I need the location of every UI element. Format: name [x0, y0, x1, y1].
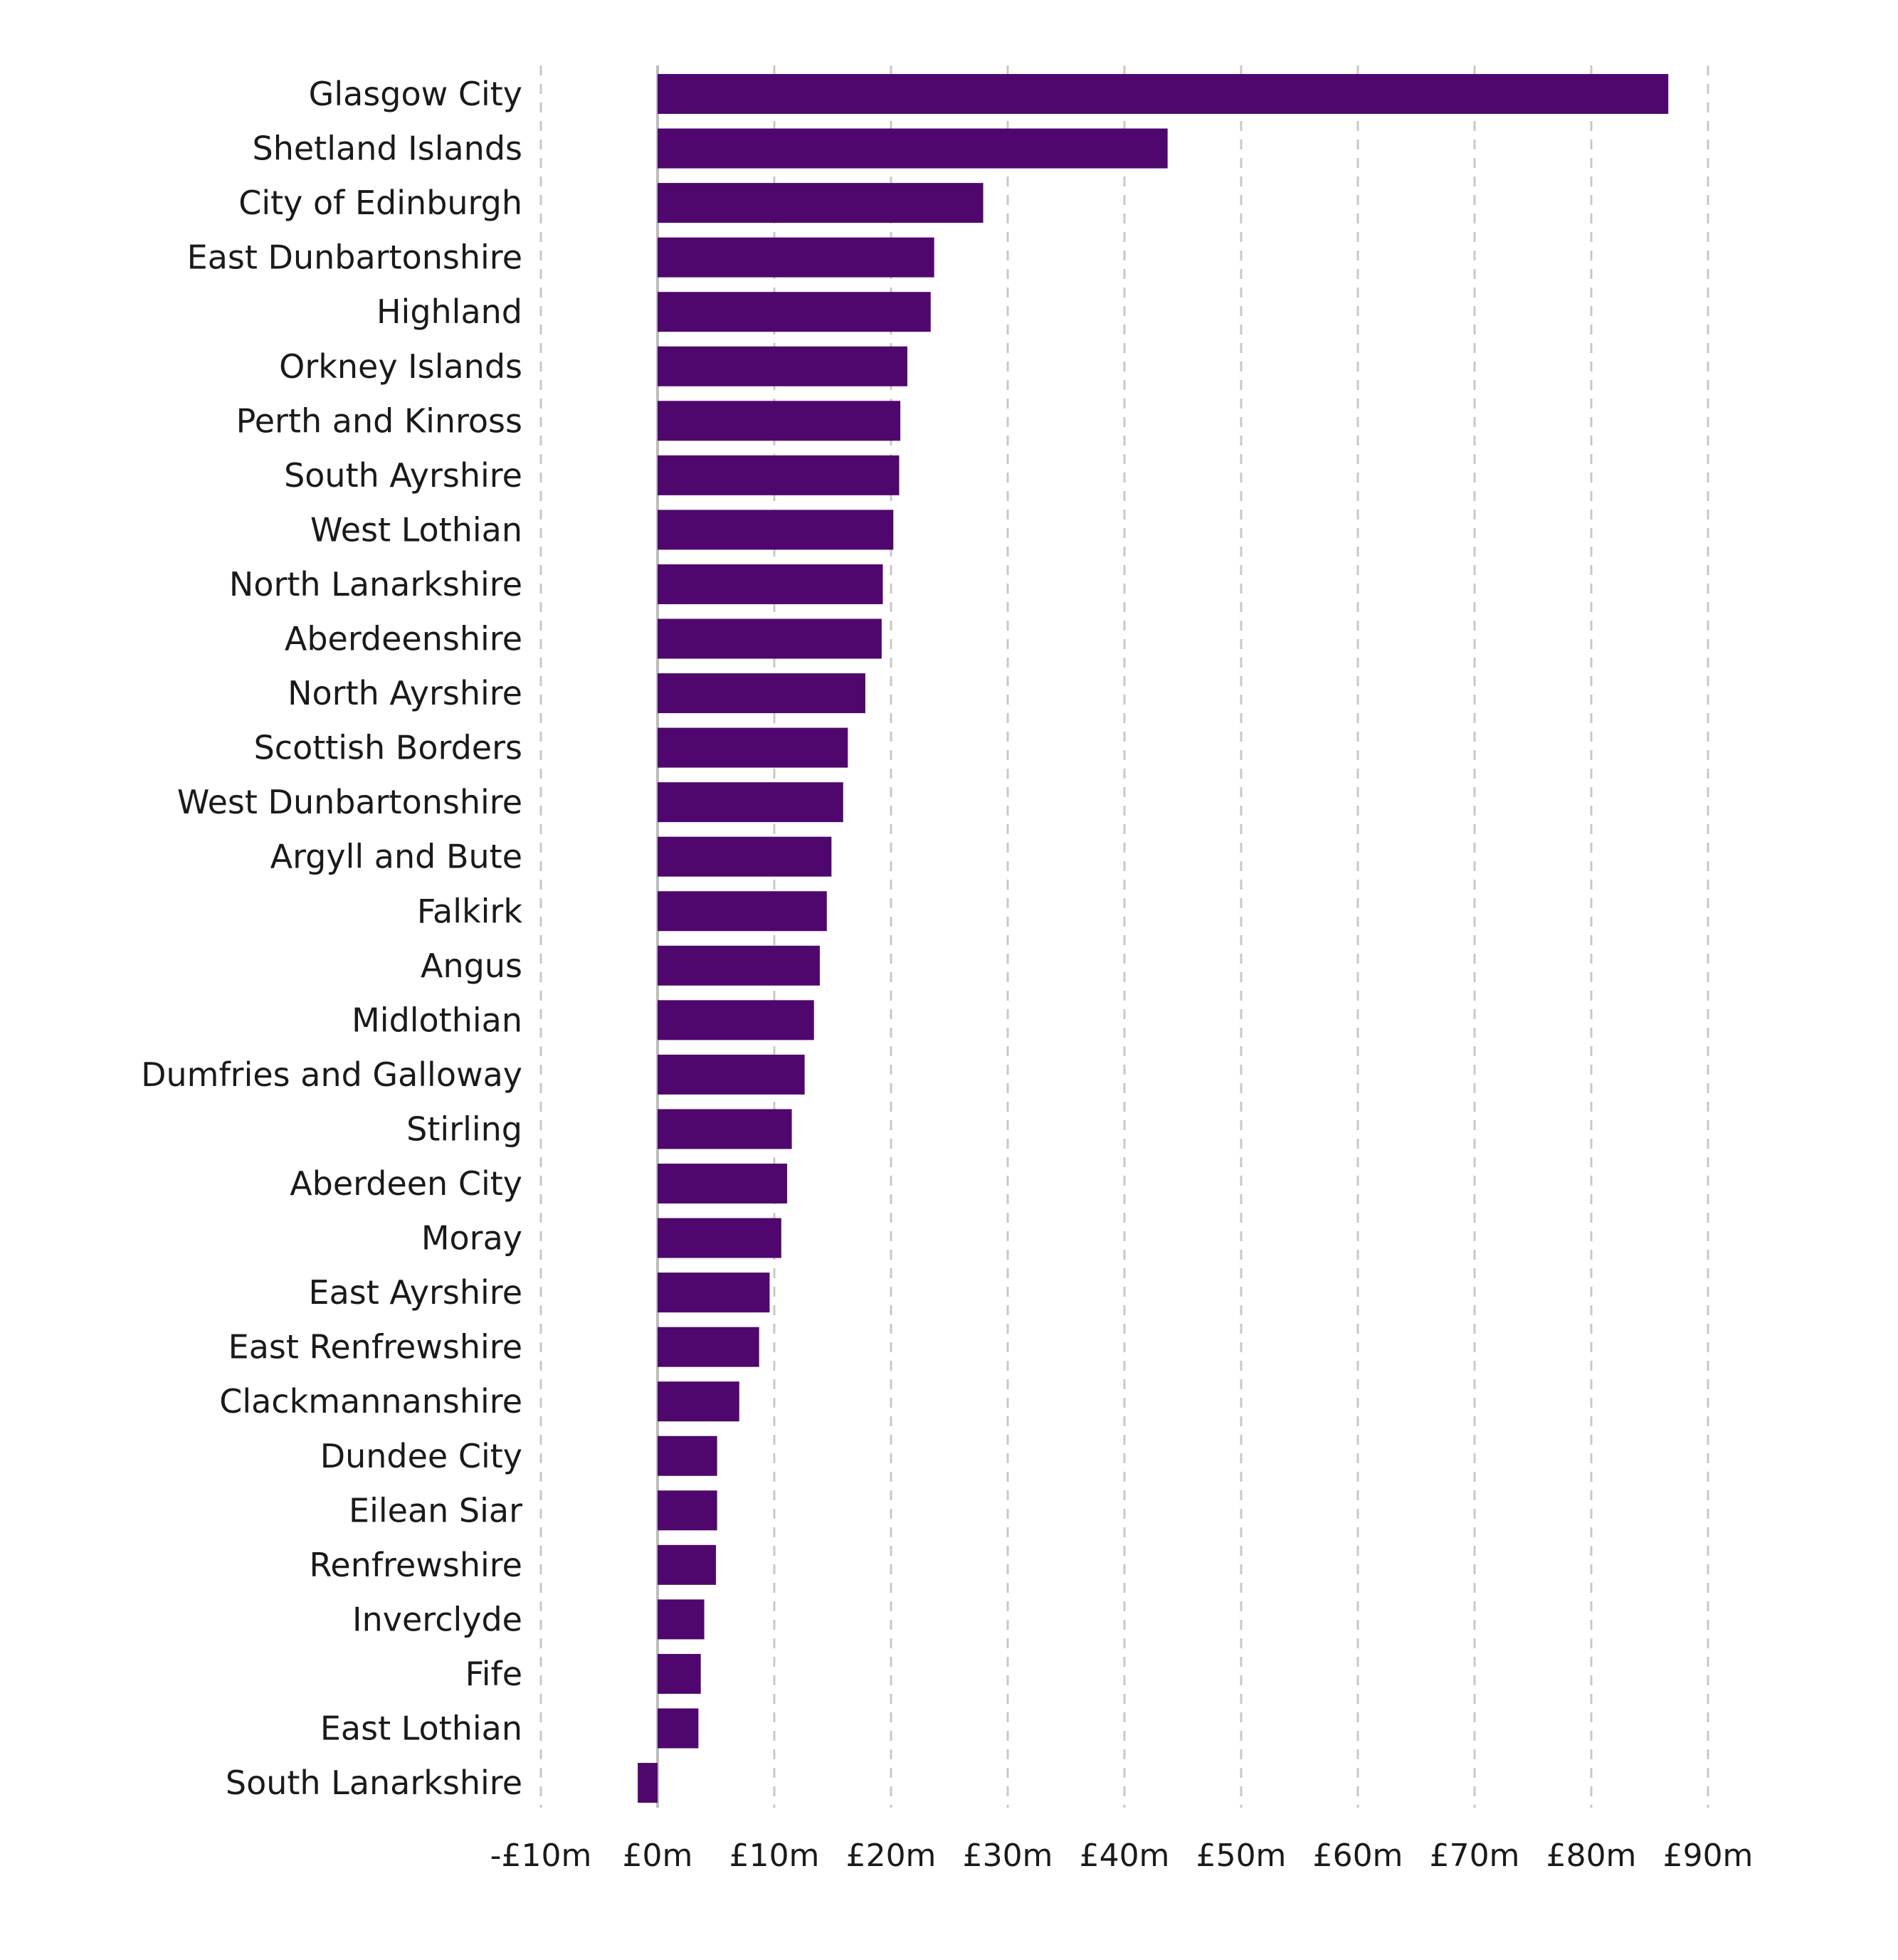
bar	[658, 128, 1168, 169]
x-tick-label: £30m	[963, 1838, 1053, 1874]
x-tick-labels: -£10m £0m £10m £20m £30m £40m £50m £60m £70m £80m…	[490, 1838, 1754, 1874]
category-label: East Lothian	[320, 1709, 522, 1748]
bar	[658, 455, 900, 495]
bar	[658, 1490, 717, 1531]
category-label: Argyll and Bute	[270, 838, 522, 876]
category-label: East Dunbartonshire	[187, 238, 522, 277]
bar	[658, 945, 820, 986]
category-label: Eilean Siar	[349, 1491, 522, 1529]
category-label: Fife	[465, 1655, 522, 1693]
category-label: East Renfrewshire	[228, 1328, 522, 1366]
bar	[658, 727, 848, 768]
x-tick-label: £80m	[1546, 1838, 1637, 1874]
bar	[658, 1218, 781, 1258]
bar	[658, 1164, 788, 1203]
category-label: Aberdeenshire	[285, 620, 522, 658]
category-label: North Ayrshire	[288, 674, 522, 712]
bar	[658, 1000, 814, 1040]
category-label: South Lanarkshire	[226, 1764, 522, 1802]
x-tick-label: £70m	[1430, 1838, 1520, 1874]
category-label: Falkirk	[417, 892, 523, 930]
x-tick-label: £50m	[1196, 1838, 1287, 1874]
bar	[658, 237, 934, 278]
bar	[658, 564, 883, 604]
bar	[658, 183, 984, 223]
bar	[658, 292, 931, 332]
category-label: Aberdeen City	[290, 1164, 522, 1203]
bar	[658, 1109, 792, 1149]
category-labels: Glasgow City Shetland Islands City of Edin…	[141, 75, 522, 1802]
x-tick-label: £10m	[729, 1838, 820, 1874]
category-label: Highland	[376, 293, 522, 331]
category-label: Renfrewshire	[310, 1546, 522, 1584]
x-tick-label: -£10m	[490, 1838, 592, 1874]
category-label: Moray	[421, 1219, 522, 1258]
category-label: Clackmannanshire	[219, 1382, 522, 1421]
category-label: Angus	[421, 947, 522, 985]
category-label: Dundee City	[320, 1437, 522, 1475]
category-label: Glasgow City	[309, 75, 522, 113]
x-tick-label: £60m	[1313, 1838, 1403, 1874]
category-label: Scottish Borders	[254, 729, 522, 767]
category-label: Stirling	[406, 1110, 522, 1148]
bar	[658, 1054, 805, 1095]
bar	[658, 782, 843, 823]
bar	[658, 1327, 759, 1367]
bar	[658, 1599, 705, 1640]
bar	[658, 510, 894, 550]
category-label: Orkney Islands	[279, 347, 522, 386]
x-tick-label: £0m	[623, 1838, 693, 1874]
bars	[638, 74, 1669, 1803]
category-label: Inverclyde	[352, 1600, 522, 1638]
bar	[658, 891, 827, 932]
bar	[658, 74, 1669, 114]
bar	[658, 1708, 699, 1749]
category-label: Dumfries and Galloway	[141, 1055, 522, 1094]
bar	[658, 618, 882, 659]
bar	[638, 1763, 658, 1803]
bar	[658, 401, 901, 441]
category-label: North Lanarkshire	[229, 565, 522, 604]
grid-lines	[539, 65, 1709, 1808]
category-label: East Ayrshire	[309, 1273, 522, 1312]
bar	[658, 673, 865, 714]
category-label: Midlothian	[352, 1001, 522, 1039]
bar	[658, 1273, 770, 1313]
bar	[658, 1653, 701, 1694]
bar	[658, 346, 907, 386]
category-label: City of Edinburgh	[238, 184, 522, 222]
bar	[658, 1435, 717, 1476]
category-label: South Ayrshire	[284, 456, 522, 495]
bar	[658, 1381, 739, 1422]
category-label: West Dunbartonshire	[177, 783, 522, 821]
category-label: West Lothian	[310, 510, 522, 549]
bar	[658, 1544, 716, 1585]
x-tick-label: £90m	[1663, 1838, 1754, 1874]
category-label: Perth and Kinross	[236, 401, 522, 440]
bar	[658, 836, 832, 877]
x-tick-label: £20m	[846, 1838, 937, 1874]
category-label: Shetland Islands	[253, 130, 522, 168]
x-tick-label: £40m	[1080, 1838, 1170, 1874]
